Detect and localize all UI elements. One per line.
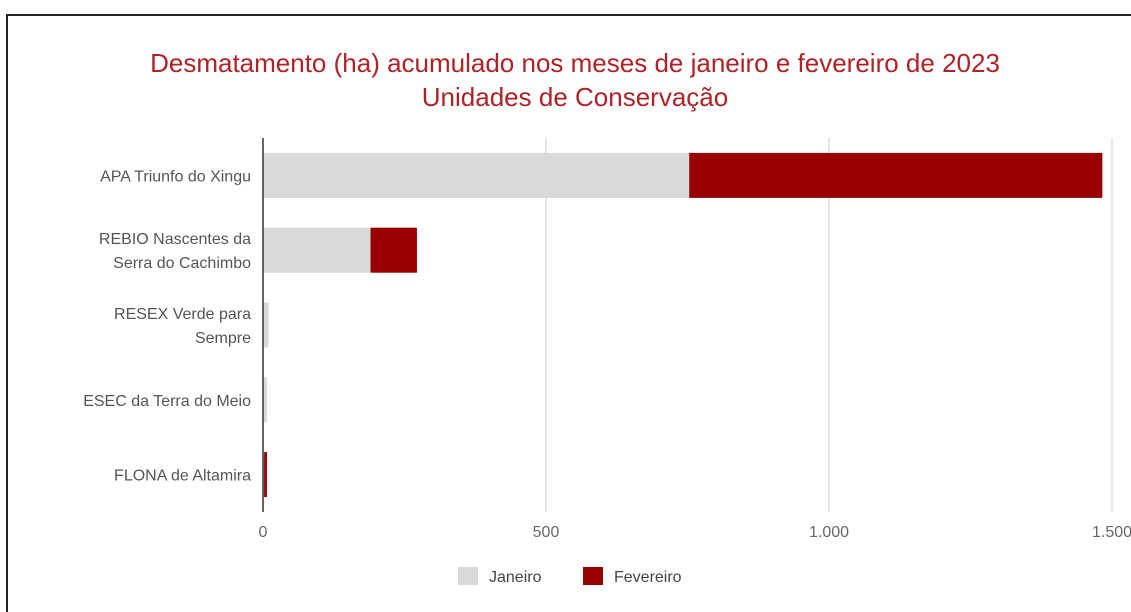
chart-subtitle: Unidades de Conservação (421, 82, 729, 112)
legend-label-fevereiro[interactable]: Fevereiro (614, 569, 682, 586)
category-label: Serra do Cachimbo (113, 255, 251, 272)
tick-label: 1.500 (1092, 524, 1131, 541)
bar-fevereiro[interactable] (264, 452, 267, 498)
category-label: FLONA de Altamira (114, 468, 251, 485)
legend-label-janeiro[interactable]: Janeiro (489, 569, 542, 586)
tick-labels: 0 500 1.000 1.500 (259, 524, 1131, 541)
bar-fevereiro[interactable] (370, 227, 417, 273)
category-label: RESEX Verde para (114, 306, 251, 323)
bar-janeiro[interactable] (263, 377, 267, 423)
bar-janeiro[interactable] (263, 152, 690, 198)
bars (262, 138, 1103, 512)
bar-janeiro[interactable] (263, 302, 269, 348)
tick-label: 1.000 (809, 524, 849, 541)
legend[interactable]: Janeiro Fevereiro (458, 567, 682, 586)
bar-fevereiro[interactable] (689, 152, 1103, 198)
bar-janeiro[interactable] (263, 227, 371, 273)
chart-title: Desmatamento (ha) acumulado nos meses de… (150, 48, 1000, 78)
category-label: Sempre (195, 330, 251, 347)
grid-lines (545, 138, 1113, 512)
tick-label: 0 (259, 524, 268, 541)
category-label: APA Triunfo do Xingu (100, 168, 251, 185)
category-label: ESEC da Terra do Meio (83, 393, 251, 410)
chart-frame (6, 14, 1131, 612)
legend-swatch-janeiro (458, 567, 478, 585)
category-labels: APA Triunfo do Xingu REBIO Nascentes da Se… (83, 168, 251, 484)
chart-title-block: Desmatamento (ha) acumulado nos meses de… (0, 46, 1131, 114)
category-label: REBIO Nascentes da (99, 231, 251, 248)
legend-swatch-fevereiro (583, 567, 603, 585)
tick-label: 500 (533, 524, 560, 541)
